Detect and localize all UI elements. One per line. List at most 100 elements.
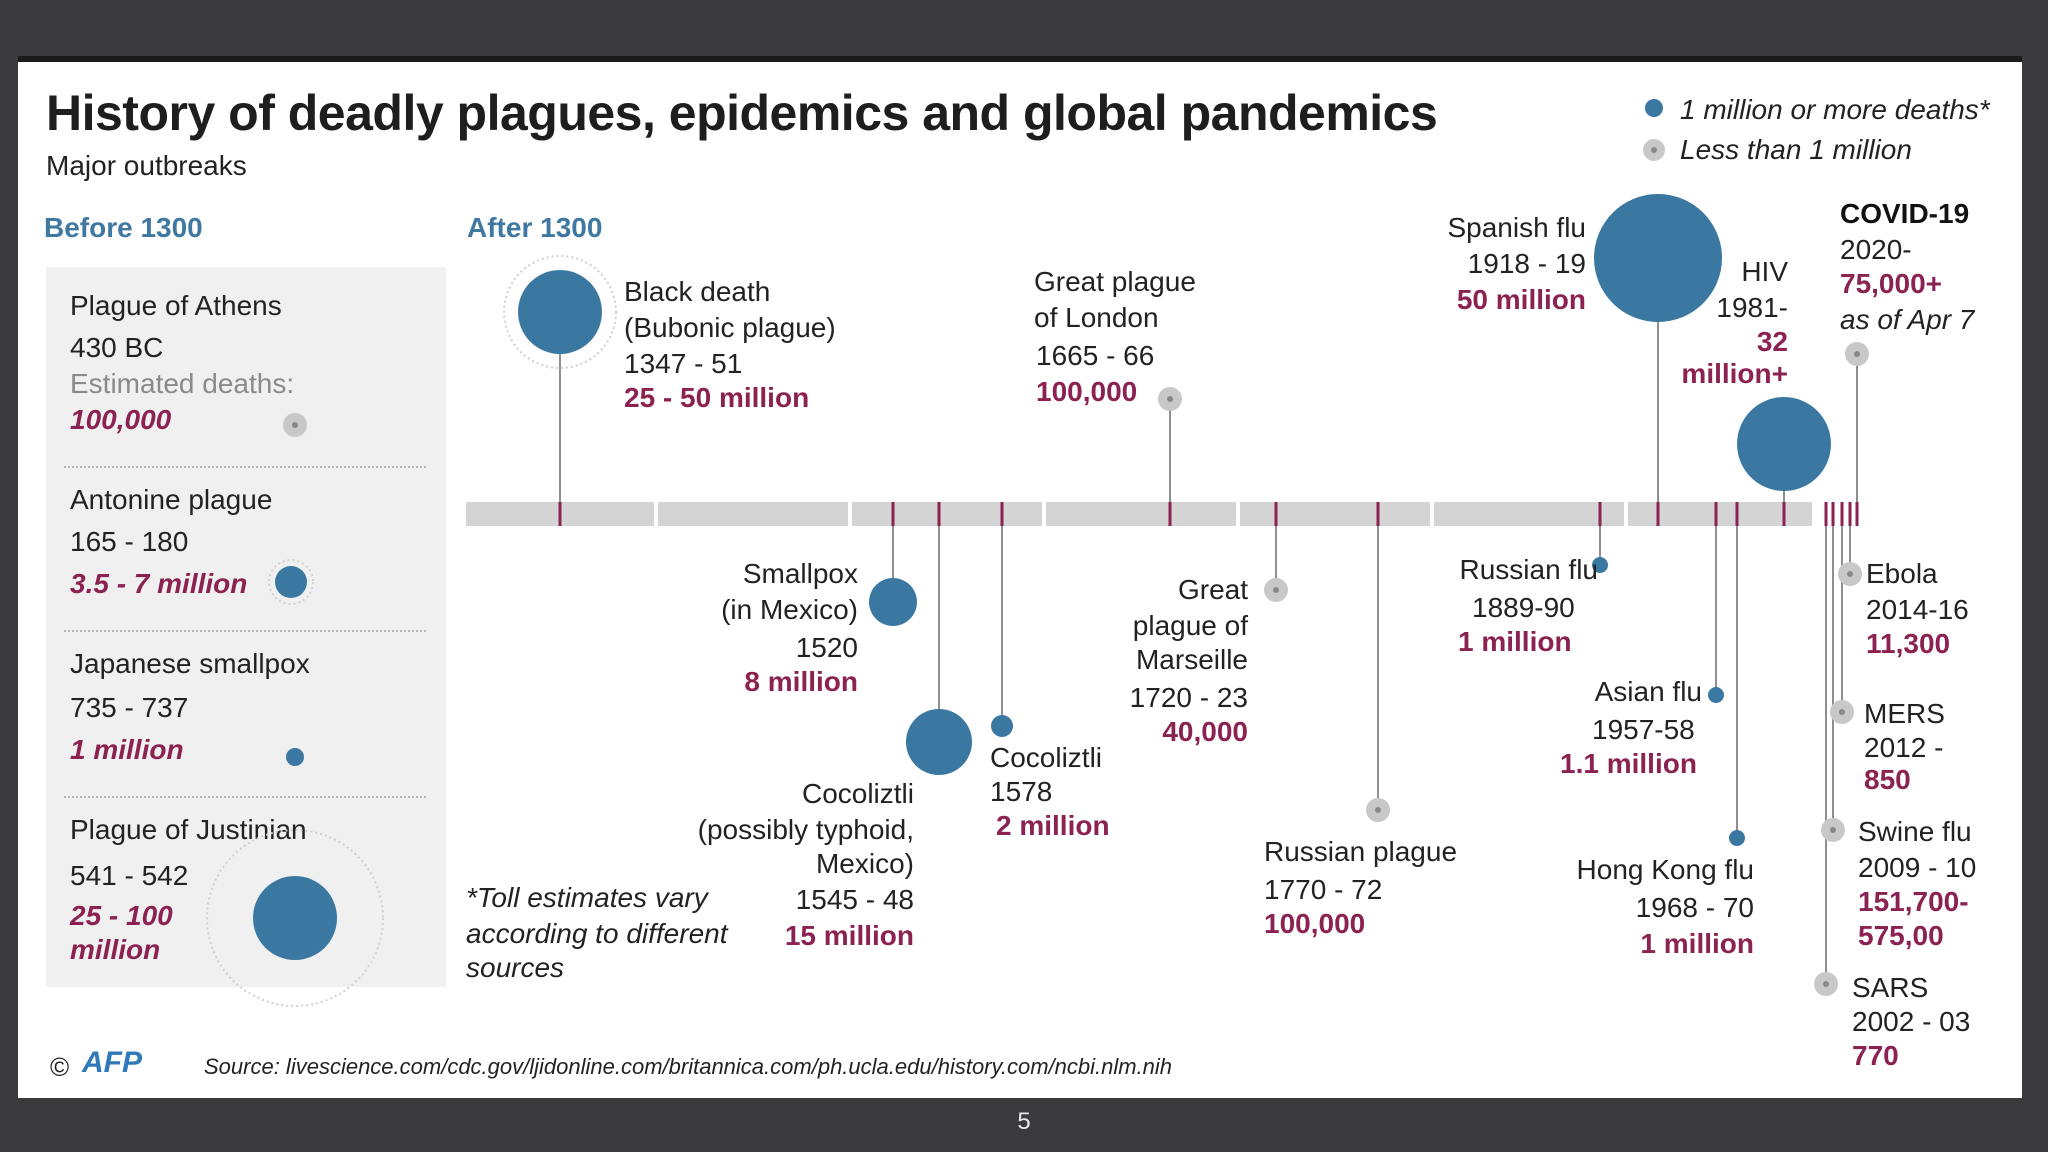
great-plague-london-deaths: 100,000 <box>1036 376 1138 407</box>
footnote-line1: *Toll estimates vary <box>466 882 708 913</box>
hong-kong-flu-circle <box>1729 830 1745 846</box>
antonine-plague-years: 165 - 180 <box>70 526 189 557</box>
antonine-plague-circle <box>275 566 307 598</box>
cocoliztli-1545-note: (possibly typhoid, <box>697 814 914 845</box>
timeline-graphic <box>206 99 1869 1007</box>
great-plague-london-years: 1665 - 66 <box>1036 340 1155 371</box>
before-1300-panel <box>46 267 446 987</box>
panel-divider <box>64 466 426 468</box>
smallpox-deaths: 8 million <box>744 666 858 697</box>
russian-plague-years: 1770 - 72 <box>1264 874 1383 905</box>
asian-flu-deaths: 1.1 million <box>1560 748 1697 779</box>
panel-divider <box>64 630 426 632</box>
swine-flu-years: 2009 - 10 <box>1858 852 1977 883</box>
legend-major-dot <box>1645 99 1663 117</box>
cocoliztli-1545-years: 1545 - 48 <box>795 884 914 915</box>
ebola-deaths: 11,300 <box>1866 628 1951 659</box>
plague-justinian-name: Plague of Justinian <box>70 814 307 845</box>
russian-plague-name: Russian plague <box>1264 836 1458 867</box>
source-line: Source: livescience.com/cdc.gov/ljidonli… <box>204 1054 1173 1079</box>
plague-justinian-years: 541 - 542 <box>70 860 189 891</box>
cocoliztli-1578-years: 1578 <box>990 776 1053 807</box>
japanese-smallpox-deaths: 1 million <box>70 734 184 765</box>
plague-athens-deaths: 100,000 <box>70 404 172 435</box>
marseille-deaths: 40,000 <box>1162 716 1248 747</box>
asian-flu-circle <box>1708 687 1724 703</box>
cocoliztli-1578-deaths: 2 million <box>996 810 1110 841</box>
sars-deaths: 770 <box>1852 1040 1899 1071</box>
antonine-plague-name: Antonine plague <box>70 484 273 515</box>
mers-years: 2012 - <box>1864 732 1944 763</box>
cocoliztli-1545-name: Cocoliztli <box>801 778 914 809</box>
hiv-name: HIV <box>1741 256 1788 287</box>
sars-name: SARS <box>1852 972 1929 1003</box>
japanese-smallpox-years: 735 - 737 <box>70 692 189 723</box>
plague-justinian-deaths-line2: million <box>70 934 161 965</box>
legend-minor-dot-center <box>1651 147 1657 153</box>
hong-kong-flu-name: Hong Kong flu <box>1576 854 1754 885</box>
plague-justinian-halo <box>206 829 384 1007</box>
swine-flu-deaths-line2: 575,00 <box>1858 920 1944 951</box>
mers-name: MERS <box>1864 698 1945 729</box>
asian-flu-years: 1957-58 <box>1592 714 1695 745</box>
antonine-plague-halo <box>268 559 314 605</box>
marseille-name-line3: Marseille <box>1135 644 1248 675</box>
spanish-flu-years: 1918 - 19 <box>1467 248 1586 279</box>
panel-divider <box>64 796 426 798</box>
ebola-years: 2014-16 <box>1866 594 1969 625</box>
japanese-smallpox-circle <box>286 748 304 766</box>
black-death-deaths: 25 - 50 million <box>624 382 810 413</box>
cocoliztli-1545-deaths: 15 million <box>784 920 914 951</box>
russian-flu-name: Russian flu <box>1459 554 1598 585</box>
hiv-deaths-line1: 32 <box>1756 326 1788 357</box>
plague-athens-name: Plague of Athens <box>70 290 282 321</box>
marseille-dot-center <box>1273 587 1279 593</box>
marseille-years: 1720 - 23 <box>1129 682 1248 713</box>
covid-name: COVID-19 <box>1840 198 1970 229</box>
legend-minor: Less than 1 million <box>1680 134 1912 165</box>
smallpox-location: (in Mexico) <box>721 594 858 625</box>
hiv-years: 1981- <box>1716 292 1788 323</box>
spanish-flu-deaths: 50 million <box>1456 284 1586 315</box>
russian-plague-deaths: 100,000 <box>1264 908 1366 939</box>
hiv-deaths-line2: million+ <box>1681 358 1788 389</box>
plague-justinian-circle <box>253 876 337 960</box>
asian-flu-name: Asian flu <box>1594 676 1702 707</box>
covid-note: as of Apr 7 <box>1840 304 1975 335</box>
section-after-1300: After 1300 <box>467 212 603 243</box>
cocoliztli-1578-circle <box>991 715 1013 737</box>
plague-athens-dot-center <box>292 422 298 428</box>
russian-flu-years: 1889-90 <box>1472 592 1575 623</box>
hiv-circle <box>1737 397 1831 491</box>
cocoliztli-1545-circle <box>906 709 972 775</box>
plague-athens-years: 430 BC <box>70 332 164 363</box>
sars-dot-center <box>1823 981 1829 987</box>
black-death-name: Black death <box>624 276 771 307</box>
russian-flu-deaths: 1 million <box>1458 626 1572 657</box>
black-death-halo <box>503 255 617 369</box>
smallpox-years: 1520 <box>795 632 858 663</box>
mers-dot-center <box>1839 709 1845 715</box>
timeline-segment <box>1240 502 1430 526</box>
timeline-segment <box>1434 502 1624 526</box>
great-plague-london-name-line2: of London <box>1034 302 1159 333</box>
marseille-name-line1: Great <box>1177 574 1248 605</box>
great-plague-london-name: Great plague <box>1034 266 1196 297</box>
russian-plague-dot-center <box>1375 807 1381 813</box>
plague-justinian-deaths-line1: 25 - 100 <box>70 900 173 931</box>
marseille-name-line2: plague of <box>1132 610 1248 641</box>
russian-flu-circle <box>1592 557 1608 573</box>
black-death-circle <box>518 270 602 354</box>
timeline-segment <box>1046 502 1236 526</box>
footnote-line3: sources <box>466 952 565 983</box>
japanese-smallpox-name: Japanese smallpox <box>70 648 310 679</box>
smallpox-name: Smallpox <box>742 558 858 589</box>
covid-dot-center <box>1854 351 1860 357</box>
swine-flu-dot-center <box>1830 827 1836 833</box>
great-plague-london-dot-center <box>1167 396 1173 402</box>
ebola-name: Ebola <box>1866 558 1938 589</box>
plague-athens-estimate-label: Estimated deaths: <box>70 368 295 399</box>
timeline-segment <box>658 502 848 526</box>
hong-kong-flu-years: 1968 - 70 <box>1635 892 1754 923</box>
spanish-flu-circle <box>1594 194 1722 322</box>
